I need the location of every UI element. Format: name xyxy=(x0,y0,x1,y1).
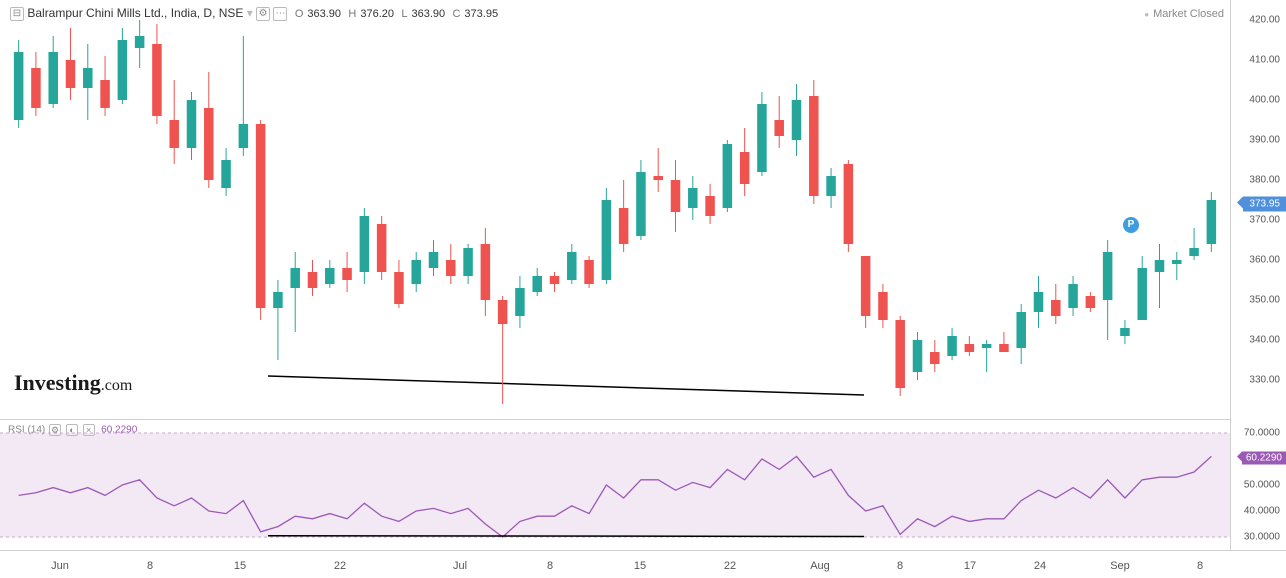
time-tick: 8 xyxy=(1197,560,1203,572)
rsi-tick: 40.0000 xyxy=(1244,506,1280,517)
price-tick: 420.00 xyxy=(1249,15,1280,26)
chart-header: ⊟ Balrampur Chini Mills Ltd., India, D, … xyxy=(10,6,498,21)
more-icon[interactable]: ⋯ xyxy=(273,7,287,21)
ohlc-display: O363.90 H376.20 L363.90 C373.95 xyxy=(291,6,498,20)
price-tick: 360.00 xyxy=(1249,255,1280,266)
time-tick: 15 xyxy=(634,560,646,572)
rsi-tick: 30.0000 xyxy=(1244,532,1280,543)
settings-icon[interactable]: ⚙ xyxy=(256,7,270,21)
time-tick: 8 xyxy=(547,560,553,572)
rsi-header: RSI (14) ⚙ ◐ × 60.2290 xyxy=(8,424,137,436)
chart-container: ⊟ Balrampur Chini Mills Ltd., India, D, … xyxy=(0,0,1286,578)
price-tick: 390.00 xyxy=(1249,135,1280,146)
p-marker: P xyxy=(1123,217,1139,233)
price-axis: 330.00 340.00 350.00 360.00 370.00 380.00 390.… xyxy=(1230,0,1286,550)
time-tick: Jun xyxy=(51,560,69,572)
time-tick: 24 xyxy=(1034,560,1046,572)
price-tick: 370.00 xyxy=(1249,215,1280,226)
time-tick: 8 xyxy=(147,560,153,572)
low-value: 363.90 xyxy=(411,8,445,20)
time-tick: 15 xyxy=(234,560,246,572)
time-tick: 17 xyxy=(964,560,976,572)
rsi-hide-icon[interactable]: ◐ xyxy=(66,424,78,436)
high-value: 376.20 xyxy=(360,8,394,20)
rsi-close-icon[interactable]: × xyxy=(83,424,95,436)
rsi-tick: 50.0000 xyxy=(1244,480,1280,491)
last-price-tag: 373.95 xyxy=(1243,197,1286,212)
watermark: Investing.com xyxy=(14,370,132,396)
open-value: 363.90 xyxy=(307,8,341,20)
time-tick: 22 xyxy=(334,560,346,572)
price-tick: 350.00 xyxy=(1249,295,1280,306)
symbol-title[interactable]: Balrampur Chini Mills Ltd., India, D, NS… xyxy=(27,6,243,20)
price-tick: 340.00 xyxy=(1249,335,1280,346)
price-tick: 410.00 xyxy=(1249,55,1280,66)
candlestick-chart[interactable]: Investing.com P xyxy=(0,0,1230,420)
rsi-tick: 70.0000 xyxy=(1244,428,1280,439)
time-tick: 8 xyxy=(897,560,903,572)
time-tick: Jul xyxy=(453,560,467,572)
time-tick: Sep xyxy=(1110,560,1130,572)
price-tick: 400.00 xyxy=(1249,95,1280,106)
rsi-chart[interactable] xyxy=(0,420,1230,550)
time-tick: Aug xyxy=(810,560,830,572)
rsi-value-tag: 60.2290 xyxy=(1242,452,1286,465)
price-tick: 380.00 xyxy=(1249,175,1280,186)
close-value: 373.95 xyxy=(464,8,498,20)
collapse-icon[interactable]: ⊟ xyxy=(10,7,24,21)
time-axis: Jun 8 15 22 Jul 8 15 22 Aug 8 17 24 Sep 8 xyxy=(0,550,1286,578)
price-tick: 330.00 xyxy=(1249,375,1280,386)
time-tick: 22 xyxy=(724,560,736,572)
rsi-value: 60.2290 xyxy=(101,425,137,436)
rsi-settings-icon[interactable]: ⚙ xyxy=(49,424,61,436)
rsi-label: RSI (14) xyxy=(8,425,45,436)
